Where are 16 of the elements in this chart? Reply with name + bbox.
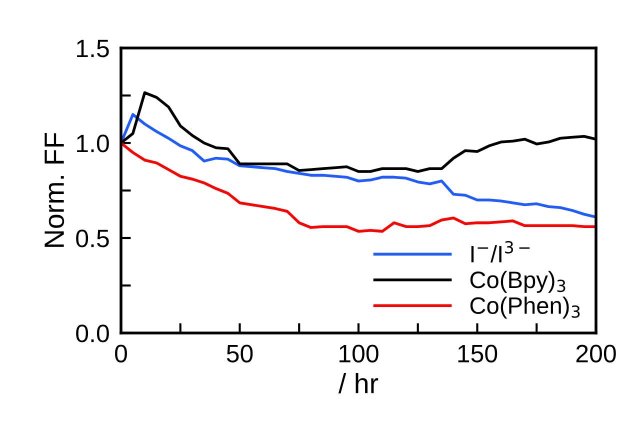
x-tick-label: 100 <box>340 344 378 362</box>
legend-label: Co(Phen)$_{3}$ <box>470 296 580 319</box>
line-series <box>121 113 596 218</box>
x-axis-title: / hr <box>338 372 378 394</box>
legend-label: I$^{−}$/I$^{3−}$ <box>471 240 530 263</box>
legend-label: Co(Bpy)$_{3}$ <box>470 270 566 293</box>
y-tick-label: 1.0 <box>77 134 109 152</box>
x-tick-label: 200 <box>576 344 616 362</box>
y-tick-label: 0.5 <box>76 230 109 248</box>
line-series <box>121 142 596 233</box>
y-axis-title: Norm. FF <box>44 132 64 247</box>
y-tick-label: 0.0 <box>76 324 109 342</box>
x-tick-label: 0 <box>115 344 127 362</box>
x-tick-label: 50 <box>226 344 253 362</box>
x-tick-label: 150 <box>458 344 498 362</box>
y-tick-label: 1.5 <box>77 40 109 58</box>
